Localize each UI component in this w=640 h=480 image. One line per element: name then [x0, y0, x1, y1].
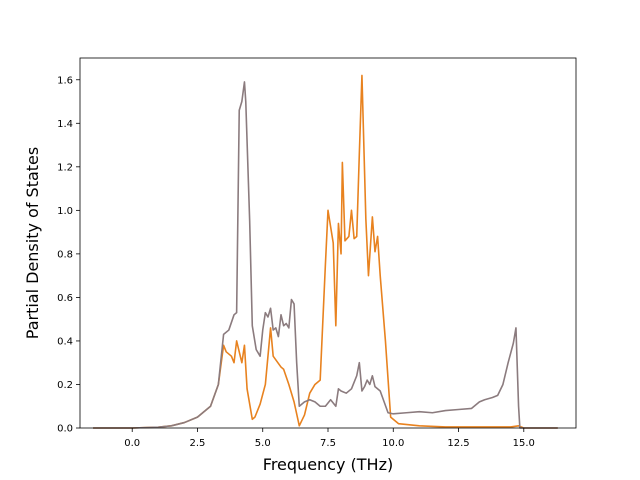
- x-tick-label: 7.5: [320, 438, 336, 449]
- y-tick-label: 0.4: [57, 336, 73, 347]
- y-tick-label: 0.6: [57, 293, 73, 304]
- plot-area: [80, 58, 576, 428]
- x-tick-label: 2.5: [190, 438, 206, 449]
- series-layer: [93, 74, 558, 429]
- series-line-2: [93, 81, 558, 429]
- x-tick-label: 12.5: [447, 438, 469, 449]
- y-axis-label: Partial Density of States: [23, 147, 42, 339]
- series-line-1: [93, 74, 558, 429]
- x-tick-label: 0.0: [124, 438, 140, 449]
- y-tick-label: 0.8: [57, 249, 73, 260]
- x-axis-ticks: 0.0 2.5 5.0 7.5 10.0 12.5 15.0: [124, 428, 535, 449]
- x-tick-label: 10.0: [382, 438, 404, 449]
- x-tick-label: 15.0: [513, 438, 535, 449]
- y-tick-label: 0.2: [57, 380, 73, 391]
- x-tick-label: 5.0: [255, 438, 271, 449]
- y-tick-label: 1.6: [57, 75, 73, 86]
- x-axis-label: Frequency (THz): [263, 455, 393, 474]
- y-axis-ticks: 0.0 0.2 0.4 0.6 0.8 1.0 1.2 1.4 1.6: [57, 75, 80, 435]
- y-tick-label: 0.0: [57, 424, 73, 435]
- y-tick-label: 1.2: [57, 162, 73, 173]
- y-tick-label: 1.4: [57, 119, 73, 130]
- y-tick-label: 1.0: [57, 206, 73, 217]
